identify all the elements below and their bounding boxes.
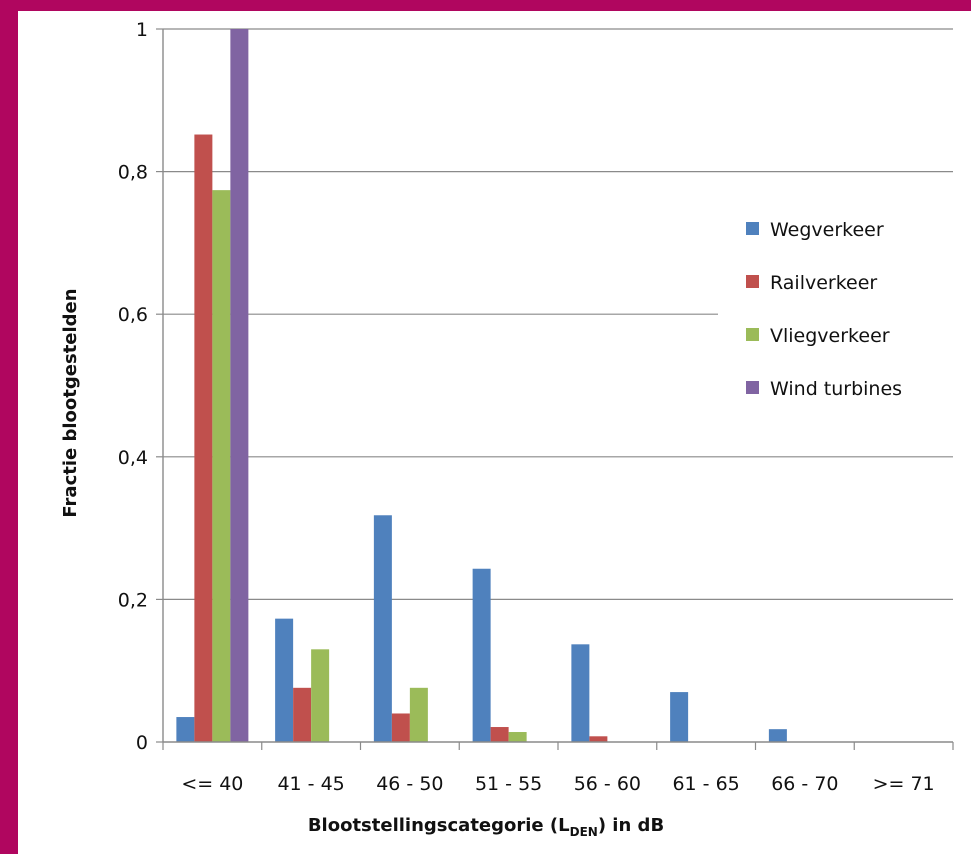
- bar-chart: 0 0,2 0,4 0,6 0,8 1 <= 40 41 - 45 46 - 50 51 - 5…: [60, 19, 958, 839]
- chart-panel: 0 0,2 0,4 0,6 0,8 1 <= 40 41 - 45 46 - 50 51 - 5…: [18, 11, 971, 854]
- x-tick-label: 61 - 65: [672, 773, 739, 795]
- bar-railverkeer: [589, 736, 608, 742]
- x-tick-label: 41 - 45: [277, 773, 344, 795]
- bar-railverkeer: [194, 134, 213, 743]
- bar-railverkeer: [490, 727, 509, 742]
- legend-label: Vliegverkeer: [770, 325, 890, 347]
- bar-wind-turbines: [230, 29, 249, 742]
- bar-wegverkeer: [571, 644, 590, 742]
- bar-railverkeer: [293, 687, 312, 742]
- x-tick-label: 46 - 50: [376, 773, 443, 795]
- y-tick-label: 0,2: [118, 589, 148, 611]
- bar-railverkeer: [391, 713, 410, 742]
- x-tick-label: 66 - 70: [771, 773, 838, 795]
- bar-wegverkeer: [176, 717, 195, 742]
- bar-wegverkeer: [373, 515, 392, 742]
- y-tick-label: 0,4: [118, 447, 148, 469]
- y-axis-title: Fractie blootgestelden: [60, 288, 81, 517]
- bar-vliegverkeer: [409, 687, 428, 742]
- y-tick-label: 0,8: [118, 162, 148, 184]
- legend-swatch: [746, 381, 759, 394]
- bar-vliegverkeer: [212, 190, 231, 742]
- legend-swatch: [746, 275, 759, 288]
- x-tick-label: <= 40: [181, 773, 243, 795]
- bar-wegverkeer: [472, 568, 491, 742]
- bar-vliegverkeer: [508, 732, 527, 742]
- x-tick-label: 56 - 60: [574, 773, 641, 795]
- x-axis-title: Blootstellingscategorie (LDEN) in dB: [308, 815, 664, 839]
- y-tick-label: 0: [136, 732, 148, 754]
- bar-wegverkeer: [768, 729, 787, 742]
- legend-label: Railverkeer: [770, 272, 877, 294]
- legend-swatch: [746, 328, 759, 341]
- x-tick-label: >= 71: [873, 773, 935, 795]
- x-tick-labels: <= 40 41 - 45 46 - 50 51 - 55 56 - 60 61 - 65…: [181, 773, 934, 795]
- bars: [176, 29, 787, 743]
- x-axis-title-main: Blootstellingscategorie (L: [308, 815, 570, 836]
- axes: [162, 29, 954, 750]
- bar-wegverkeer: [670, 692, 689, 742]
- x-axis-title-tail: ) in dB: [598, 815, 664, 836]
- y-tick-label: 1: [136, 19, 148, 41]
- legend-swatch: [746, 222, 759, 235]
- legend-label: Wind turbines: [770, 378, 902, 400]
- y-tick-label: 0,6: [118, 304, 148, 326]
- bar-wegverkeer: [275, 618, 294, 742]
- legend-label: Wegverkeer: [770, 219, 884, 241]
- legend: Wegverkeer Railverkeer Vliegverkeer Wind tu…: [718, 206, 958, 416]
- x-axis-title-subscript: DEN: [570, 825, 598, 839]
- y-tick-labels: 0 0,2 0,4 0,6 0,8 1: [118, 19, 148, 754]
- x-tick-label: 51 - 55: [475, 773, 542, 795]
- bar-vliegverkeer: [311, 649, 330, 742]
